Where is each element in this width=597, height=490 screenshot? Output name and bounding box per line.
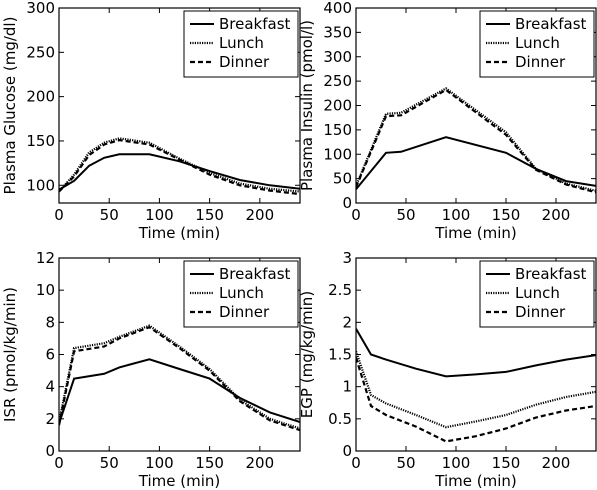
chart-isr-ytick-label: 10 (36, 281, 55, 299)
chart-insulin-ytick-label: 150 (323, 121, 352, 139)
chart-insulin-xlabel: Time (min) (434, 224, 516, 242)
chart-insulin-xtick-label: 50 (396, 206, 415, 224)
chart-egp-xtick-label: 150 (492, 454, 521, 472)
chart-egp-xtick-label: 50 (396, 454, 415, 472)
chart-isr-ylabel: ISR (pmol/kg/min) (1, 287, 19, 422)
chart-insulin-xtick-label: 0 (351, 206, 361, 224)
chart-egp-ytick-label: 2.5 (328, 281, 352, 299)
chart-glucose-ytick-label: 100 (26, 176, 55, 194)
chart-glucose-xtick-label: 50 (100, 206, 119, 224)
chart-insulin-legend-label-dinner: Dinner (515, 53, 566, 71)
chart-glucose-ytick-label: 150 (26, 132, 55, 150)
chart-egp-ytick-label: 0.5 (328, 410, 352, 428)
chart-insulin-series-dinner-line (356, 88, 596, 194)
chart-egp-ytick-label: 1 (342, 378, 352, 396)
chart-isr-series-dinner-line (59, 325, 300, 432)
chart-isr-xlabel: Time (min) (138, 472, 220, 490)
chart-egp-xtick-label: 100 (442, 454, 471, 472)
chart-insulin-xtick-label: 200 (542, 206, 571, 224)
chart-glucose-legend-label-dinner: Dinner (219, 53, 270, 71)
chart-isr-xtick-label: 200 (246, 454, 275, 472)
chart-isr-legend-label-lunch: Lunch (219, 284, 264, 302)
chart-insulin-ytick-label: 100 (323, 145, 352, 163)
chart-insulin-ytick-label: 300 (323, 48, 352, 66)
chart-egp-ytick-label: 0 (342, 442, 352, 460)
chart-isr-legend-label-breakfast: Breakfast (219, 265, 291, 283)
chart-isr-legend-label-dinner: Dinner (219, 303, 270, 321)
chart-insulin-series-breakfast-line (356, 136, 596, 190)
chart-isr-ytick-label: 8 (45, 313, 55, 331)
chart-egp-series-dinner-line (356, 357, 596, 443)
chart-egp-legend-label-breakfast: Breakfast (515, 265, 587, 283)
chart-insulin-ytick-label: 350 (323, 23, 352, 41)
chart-isr-series-breakfast-line (59, 358, 300, 425)
chart-glucose-series-breakfast-line (59, 153, 300, 191)
chart-isr-series-lunch-line (59, 324, 300, 430)
chart-insulin: 0 50 100 150 200 0 50 100 150 200 250 300 350 400 Time… (298, 0, 597, 242)
chart-glucose-legend-label-lunch: Lunch (219, 34, 264, 52)
chart-insulin-xtick-label: 100 (442, 206, 471, 224)
chart-isr-ytick-label: 6 (45, 346, 55, 364)
chart-isr-xtick-label: 0 (54, 454, 64, 472)
chart-glucose-legend-label-breakfast: Breakfast (219, 15, 291, 33)
chart-glucose-xtick-label: 0 (54, 206, 64, 224)
chart-egp-xtick-label: 0 (351, 454, 361, 472)
chart-glucose-axes-frame (58, 7, 301, 204)
chart-isr-ytick-label: 4 (45, 378, 55, 396)
chart-glucose-xtick-label: 150 (195, 206, 224, 224)
chart-egp-legend-label-dinner: Dinner (515, 303, 566, 321)
chart-glucose: 0 50 100 150 200 100 150 200 250 300 Time (min) Pla… (1, 0, 301, 242)
chart-isr-ytick-label: 0 (45, 442, 55, 460)
chart-egp: 0 50 100 150 200 0 0.5 1 1.5 2 2.5 3 Time (min) EGP (… (298, 249, 597, 490)
chart-isr-xtick-label: 50 (100, 454, 119, 472)
chart-glucose-series-lunch-line (59, 137, 300, 193)
chart-isr: 0 50 100 150 200 0 2 4 6 8 10 12 Time (min) ISR (pmol… (1, 249, 301, 490)
chart-egp-ytick-label: 1.5 (328, 346, 352, 364)
chart-glucose-ytick-label: 300 (26, 0, 55, 17)
chart-insulin-ytick-label: 50 (333, 170, 352, 188)
chart-egp-ytick-label: 2 (342, 313, 352, 331)
chart-glucose-ytick-label: 200 (26, 88, 55, 106)
chart-insulin-legend-label-breakfast: Breakfast (515, 15, 587, 33)
chart-isr-xtick-label: 100 (145, 454, 174, 472)
chart-glucose-xtick-label: 200 (246, 206, 275, 224)
chart-insulin-legend-label-lunch: Lunch (515, 34, 560, 52)
chart-insulin-xtick-label: 150 (492, 206, 521, 224)
chart-insulin-ytick-label: 400 (323, 0, 352, 17)
chart-insulin-series-lunch-line (356, 87, 596, 192)
chart-egp-xtick-label: 200 (542, 454, 571, 472)
chart-isr-ytick-label: 2 (45, 410, 55, 428)
chart-egp-series-breakfast-line (356, 328, 596, 378)
chart-glucose-series-dinner-line (59, 138, 300, 196)
chart-insulin-ylabel: Plasma Insulin (pmol/l) (298, 20, 316, 191)
chart-glucose-xlabel: Time (min) (138, 224, 220, 242)
chart-egp-legend-label-lunch: Lunch (515, 284, 560, 302)
chart-glucose-ylabel: Plasma Glucose (mg/dl) (1, 17, 19, 195)
chart-insulin-ytick-label: 0 (342, 194, 352, 212)
chart-isr-ytick-label: 12 (36, 249, 55, 267)
chart-glucose-ytick-label: 250 (26, 43, 55, 61)
chart-glucose-xtick-label: 100 (145, 206, 174, 224)
chart-insulin-ytick-label: 200 (323, 97, 352, 115)
chart-insulin-ytick-label: 250 (323, 72, 352, 90)
chart-isr-xtick-label: 150 (195, 454, 224, 472)
chart-egp-ytick-label: 3 (342, 249, 352, 267)
chart-egp-series-lunch-line (356, 350, 596, 429)
chart-egp-xlabel: Time (min) (434, 472, 516, 490)
chart-egp-ylabel: EGP (mg/kg/min) (298, 291, 316, 418)
